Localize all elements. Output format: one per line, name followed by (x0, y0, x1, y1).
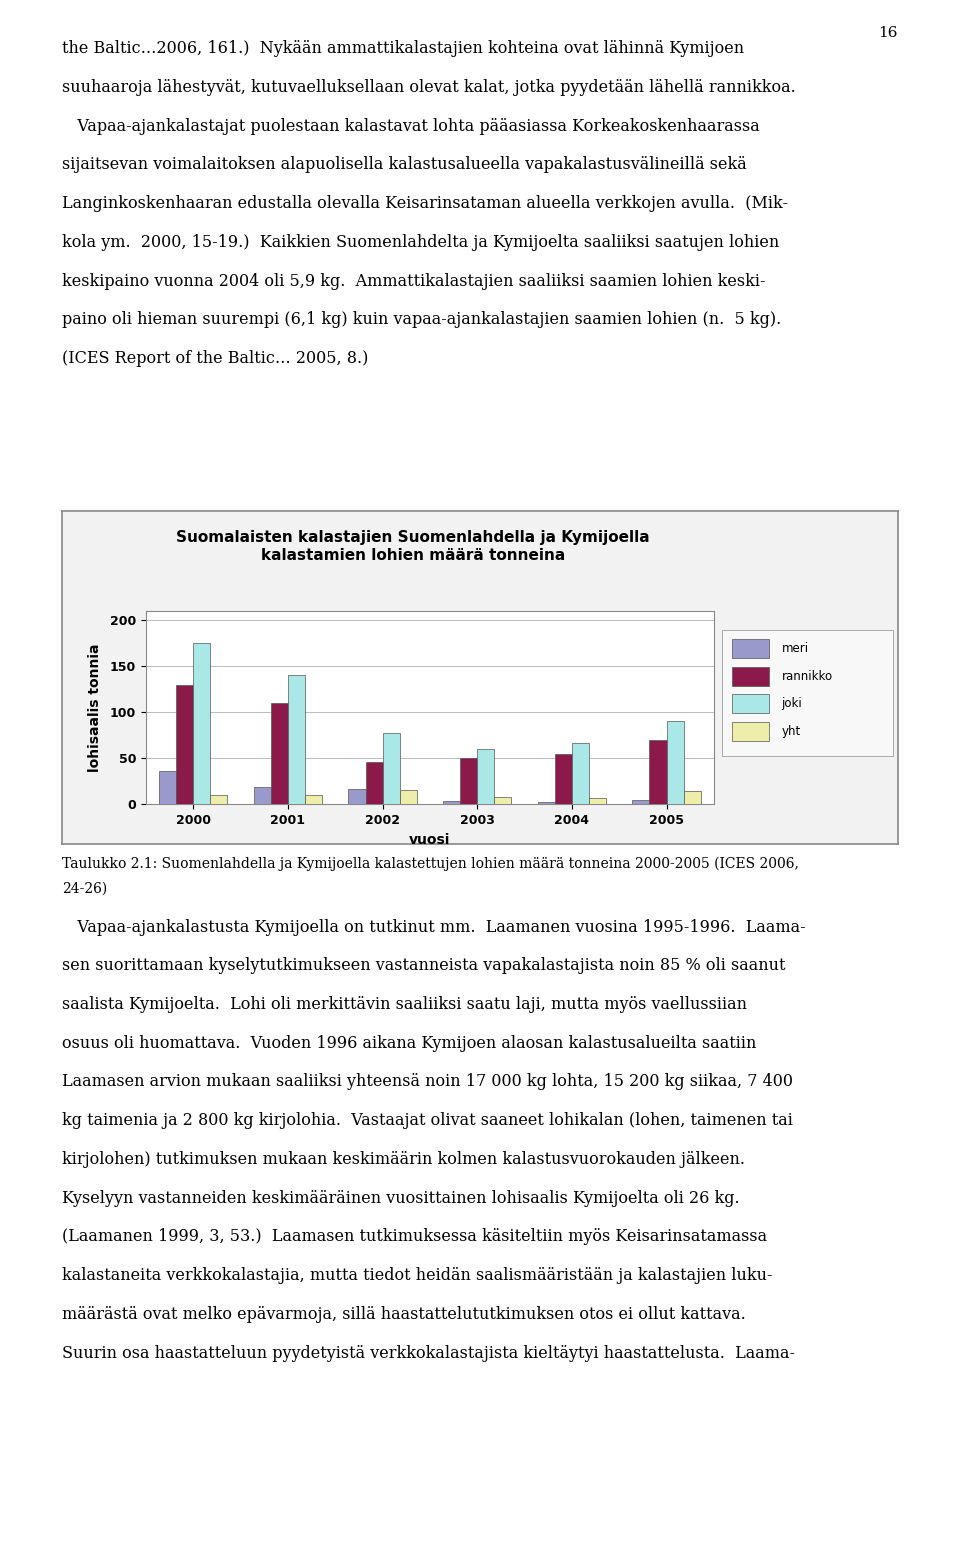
Text: 16: 16 (878, 26, 898, 40)
Bar (732, 640, 770, 658)
Text: kola ym.  2000, 15-19.)  Kaikkien Suomenlahdelta ja Kymijoelta saaliiksi saatuje: kola ym. 2000, 15-19.) Kaikkien Suomenla… (62, 234, 780, 251)
Text: saalista Kymijoelta.  Lohi oli merkittävin saaliiksi saatu laji, mutta myös vael: saalista Kymijoelta. Lohi oli merkittävi… (62, 996, 748, 1013)
Text: kalastaneita verkkokalastajia, mutta tiedot heidän saalismääristään ja kalastaji: kalastaneita verkkokalastajia, mutta tie… (62, 1267, 773, 1284)
Text: (ICES Report of the Baltic… 2005, 8.): (ICES Report of the Baltic… 2005, 8.) (62, 350, 369, 367)
Y-axis label: lohisaalis tonnia: lohisaalis tonnia (87, 643, 102, 771)
Text: suuhaaroja lähestyvät, kutuvaelluksellaan olevat kalat, jotka pyydetään lähellä : suuhaaroja lähestyvät, kutuvaelluksellaa… (62, 79, 796, 96)
Text: paino oli hieman suurempi (6,1 kg) kuin vapaa-ajankalastajien saamien lohien (n.: paino oli hieman suurempi (6,1 kg) kuin … (62, 311, 781, 328)
Bar (572, 742, 588, 804)
Bar (732, 694, 770, 713)
Text: Suurin osa haastatteluun pyydetyistä verkkokalastajista kieltäytyi haastattelust: Suurin osa haastatteluun pyydetyistä ver… (62, 1345, 796, 1362)
Bar (193, 643, 210, 804)
Text: 24-26): 24-26) (62, 881, 108, 895)
Bar (382, 733, 399, 804)
Bar (477, 750, 494, 804)
Text: kalastamien lohien määrä tonneina: kalastamien lohien määrä tonneina (261, 548, 565, 564)
Text: rannikko: rannikko (781, 669, 832, 683)
Text: Taulukko 2.1: Suomenlahdella ja Kymijoella kalastettujen lohien määrä tonneina 2: Taulukko 2.1: Suomenlahdella ja Kymijoel… (62, 857, 800, 871)
Text: Vapaa-ajankalastusta Kymijoella on tutkinut mm.  Laamanen vuosina 1995-1996.  La: Vapaa-ajankalastusta Kymijoella on tutki… (62, 919, 806, 936)
Bar (555, 754, 572, 804)
Bar (666, 722, 684, 804)
Text: joki: joki (781, 697, 803, 711)
Bar (460, 759, 477, 804)
Text: Langinkoskenhaaran edustalla olevalla Keisarinsataman alueella verkkojen avulla.: Langinkoskenhaaran edustalla olevalla Ke… (62, 195, 788, 212)
Bar (494, 796, 512, 804)
Text: meri: meri (781, 643, 808, 655)
Bar (444, 801, 460, 804)
Text: Vapaa-ajankalastajat puolestaan kalastavat lohta pääasiassa Korkeakoskenhaarassa: Vapaa-ajankalastajat puolestaan kalastav… (62, 118, 760, 135)
Bar (366, 762, 382, 804)
Bar (253, 787, 271, 804)
X-axis label: vuosi: vuosi (409, 832, 450, 846)
Bar (271, 703, 288, 804)
Bar (348, 788, 366, 804)
Bar (650, 740, 666, 804)
Text: keskipaino vuonna 2004 oli 5,9 kg.  Ammattikalastajien saaliiksi saamien lohien : keskipaino vuonna 2004 oli 5,9 kg. Ammat… (62, 273, 766, 290)
Bar (210, 795, 228, 804)
Text: kirjolohen) tutkimuksen mukaan keskimäärin kolmen kalastusvuorokauden jälkeen.: kirjolohen) tutkimuksen mukaan keskimäär… (62, 1151, 745, 1168)
Bar (732, 722, 770, 740)
Bar (538, 802, 555, 804)
Text: sijaitsevan voimalaitoksen alapuolisella kalastusalueella vapakalastusvälineillä: sijaitsevan voimalaitoksen alapuolisella… (62, 156, 747, 173)
Text: Suomalaisten kalastajien Suomenlahdella ja Kymijoella: Suomalaisten kalastajien Suomenlahdella … (177, 530, 650, 545)
Text: sen suorittamaan kyselytutkimukseen vastanneista vapakalastajista noin 85 % oli : sen suorittamaan kyselytutkimukseen vast… (62, 957, 786, 974)
Text: (Laamanen 1999, 3, 53.)  Laamasen tutkimuksessa käsiteltiin myös Keisarinsatamas: (Laamanen 1999, 3, 53.) Laamasen tutkimu… (62, 1228, 768, 1245)
Text: kg taimenia ja 2 800 kg kirjolohia.  Vastaajat olivat saaneet lohikalan (lohen, : kg taimenia ja 2 800 kg kirjolohia. Vast… (62, 1112, 793, 1129)
Bar (288, 675, 305, 804)
Bar (305, 795, 322, 804)
Text: the Baltic…2006, 161.)  Nykään ammattikalastajien kohteina ovat lähinnä Kymijoen: the Baltic…2006, 161.) Nykään ammattikal… (62, 40, 745, 57)
Bar (588, 798, 606, 804)
Bar (177, 685, 193, 804)
Text: yht: yht (781, 725, 801, 737)
Text: osuus oli huomattava.  Vuoden 1996 aikana Kymijoen alaosan kalastusalueilta saat: osuus oli huomattava. Vuoden 1996 aikana… (62, 1035, 756, 1052)
Bar (633, 799, 650, 804)
Text: Laamasen arvion mukaan saaliiksi yhteensä noin 17 000 kg lohta, 15 200 kg siikaa: Laamasen arvion mukaan saaliiksi yhteens… (62, 1073, 793, 1090)
Text: Kyselyyn vastanneiden keskimääräinen vuosittainen lohisaalis Kymijoelta oli 26 k: Kyselyyn vastanneiden keskimääräinen vuo… (62, 1190, 740, 1207)
Bar (684, 792, 701, 804)
Text: määrästä ovat melko epävarmoja, sillä haastattelututkimuksen otos ei ollut katta: määrästä ovat melko epävarmoja, sillä ha… (62, 1306, 746, 1323)
Bar (732, 666, 770, 686)
Bar (159, 771, 177, 804)
Bar (399, 790, 417, 804)
